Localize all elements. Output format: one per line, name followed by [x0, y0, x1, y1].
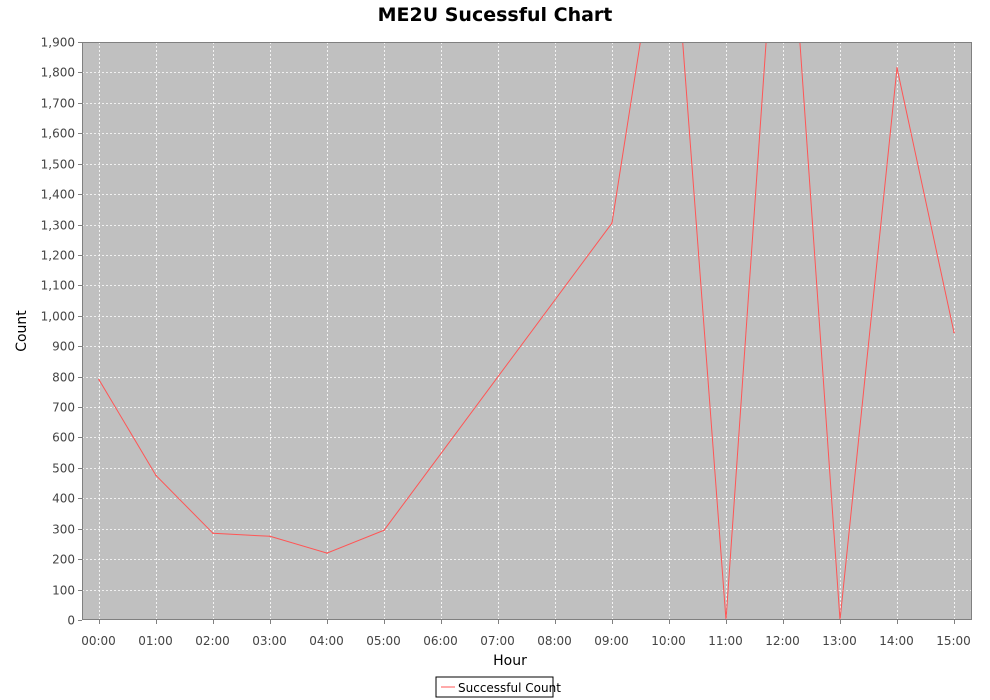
x-tick-label: 15:00: [936, 634, 971, 648]
x-tick-label: 07:00: [480, 634, 515, 648]
y-tick-label: 300: [52, 523, 75, 537]
y-tick-label: 1,500: [41, 158, 75, 172]
x-tick-label: 11:00: [708, 634, 743, 648]
y-tick-label: 500: [52, 462, 75, 476]
plot-area: [82, 42, 972, 620]
y-tick-label: 1,800: [41, 66, 75, 80]
data-point: [611, 222, 613, 224]
x-tick-label: 12:00: [765, 634, 800, 648]
x-tick-label: 03:00: [252, 634, 287, 648]
x-tick-label: 09:00: [594, 634, 629, 648]
y-tick-label: 800: [52, 371, 75, 385]
x-tick-label: 10:00: [651, 634, 686, 648]
legend-label: Successful Count: [458, 681, 561, 695]
data-point: [896, 67, 898, 69]
x-axis: 00:00 01:00 02:00 03:00 04:00 05:00 06:00 07:00…: [81, 620, 971, 648]
x-tick-label: 01:00: [138, 634, 173, 648]
y-tick-label: 200: [52, 553, 75, 567]
data-point: [953, 331, 955, 334]
y-tick-label: 1,900: [41, 36, 75, 50]
data-point: [212, 532, 214, 535]
y-tick-label: 700: [52, 401, 75, 415]
legend: Successful Count: [435, 676, 561, 698]
x-tick-label: 08:00: [537, 634, 572, 648]
grid: [82, 42, 972, 620]
x-tick-label: 04:00: [309, 634, 344, 648]
y-tick-label: 1,200: [41, 249, 75, 263]
y-tick-label: 1,300: [41, 219, 75, 233]
x-axis-label: Hour: [493, 653, 527, 669]
y-tick-label: 1,400: [41, 188, 75, 202]
y-tick-label: 0: [67, 614, 75, 628]
y-tick-label: 1,600: [41, 127, 75, 141]
y-tick-label: 900: [52, 340, 75, 354]
x-tick-label: 14:00: [879, 634, 914, 648]
data-point: [326, 552, 328, 554]
data-point: [383, 529, 385, 532]
chart-title: ME2U Sucessful Chart: [378, 4, 613, 26]
legend-box: [435, 676, 554, 698]
x-tick-label: 02:00: [195, 634, 230, 648]
data-point: [269, 535, 271, 538]
y-tick-label: 1,100: [41, 279, 75, 293]
y-tick-label: 1,000: [41, 310, 75, 324]
y-axis: 0 100 200 300 400 500 600 700 800 900 1,000 1,100 1,…: [41, 36, 82, 628]
x-tick-label: 00:00: [81, 634, 116, 648]
y-tick-label: 400: [52, 492, 75, 506]
y-tick-label: 1,700: [41, 97, 75, 111]
plot-border: [82, 42, 972, 620]
data-point: [155, 474, 157, 477]
x-tick-label: 05:00: [366, 634, 401, 648]
data-point: [98, 378, 100, 381]
y-tick-label: 100: [52, 584, 75, 598]
x-tick-label: 13:00: [822, 634, 857, 648]
y-tick-label: 600: [52, 431, 75, 445]
y-axis-label: Count: [14, 310, 30, 352]
x-tick-label: 06:00: [423, 634, 458, 648]
